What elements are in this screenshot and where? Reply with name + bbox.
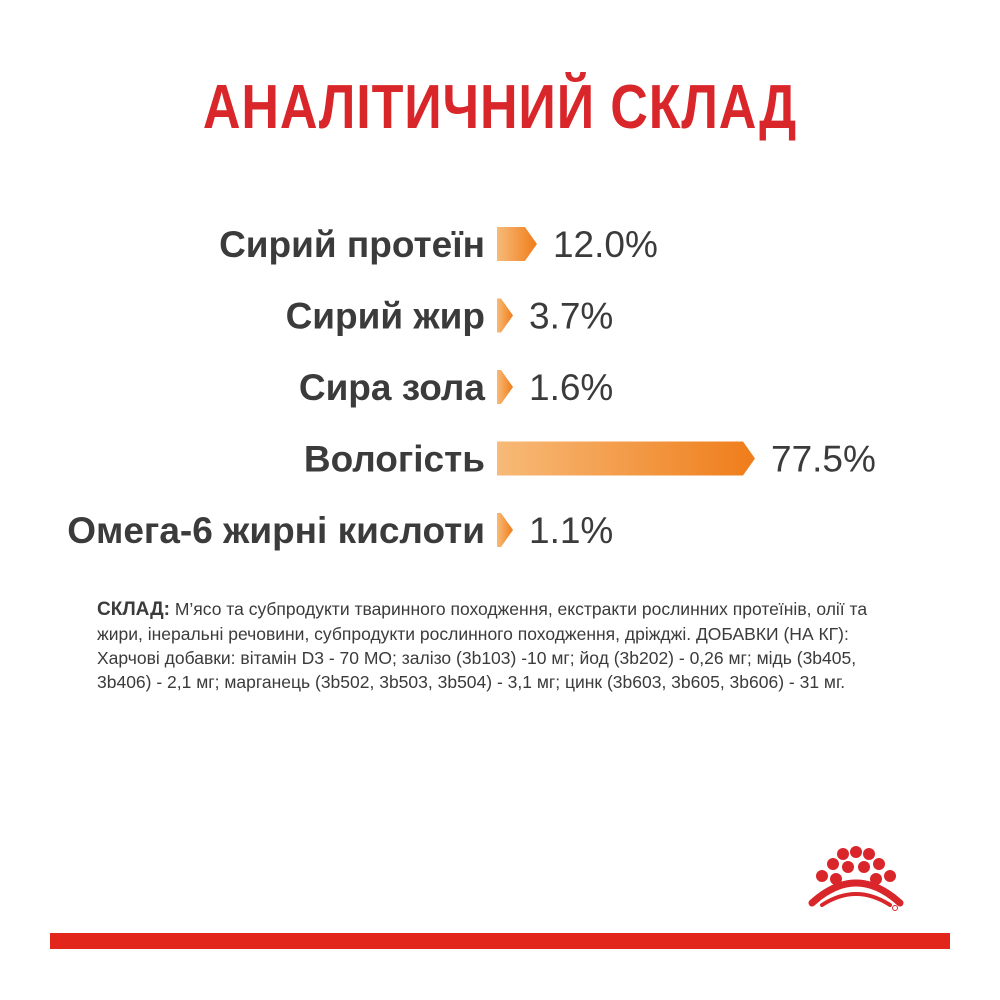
category-label: Сирий протеїн	[219, 224, 485, 265]
value-label: 12.0%	[553, 224, 658, 265]
bar	[497, 370, 513, 404]
bar	[497, 227, 537, 261]
bottom-brand-bar	[50, 933, 950, 949]
category-label: Сирий жир	[286, 296, 485, 337]
bar	[497, 513, 513, 547]
composition-body: М’ясо та субпродукти тваринного походжен…	[97, 599, 868, 692]
value-label: 1.1%	[529, 510, 613, 551]
bar	[497, 441, 755, 476]
category-label: Вологість	[304, 439, 485, 480]
value-label: 77.5%	[771, 439, 876, 480]
bar	[497, 298, 513, 333]
royal-crown-icon	[808, 846, 904, 911]
page-title: АНАЛІТИЧНИЙ СКЛАД	[202, 73, 798, 142]
category-label: Сира зола	[299, 367, 486, 408]
composition-title: СКЛАД:	[97, 599, 170, 620]
value-label: 1.6%	[529, 367, 613, 408]
category-label: Омега-6 жирні кислоти	[67, 510, 485, 551]
composition-bar-chart: Сирий протеїн 12.0% Сирий жир 3.7% Сира зола…	[67, 224, 876, 551]
value-label: 3.7%	[529, 296, 613, 337]
composition-text: СКЛАД: М’ясо та субпродукти тваринного п…	[97, 597, 897, 694]
